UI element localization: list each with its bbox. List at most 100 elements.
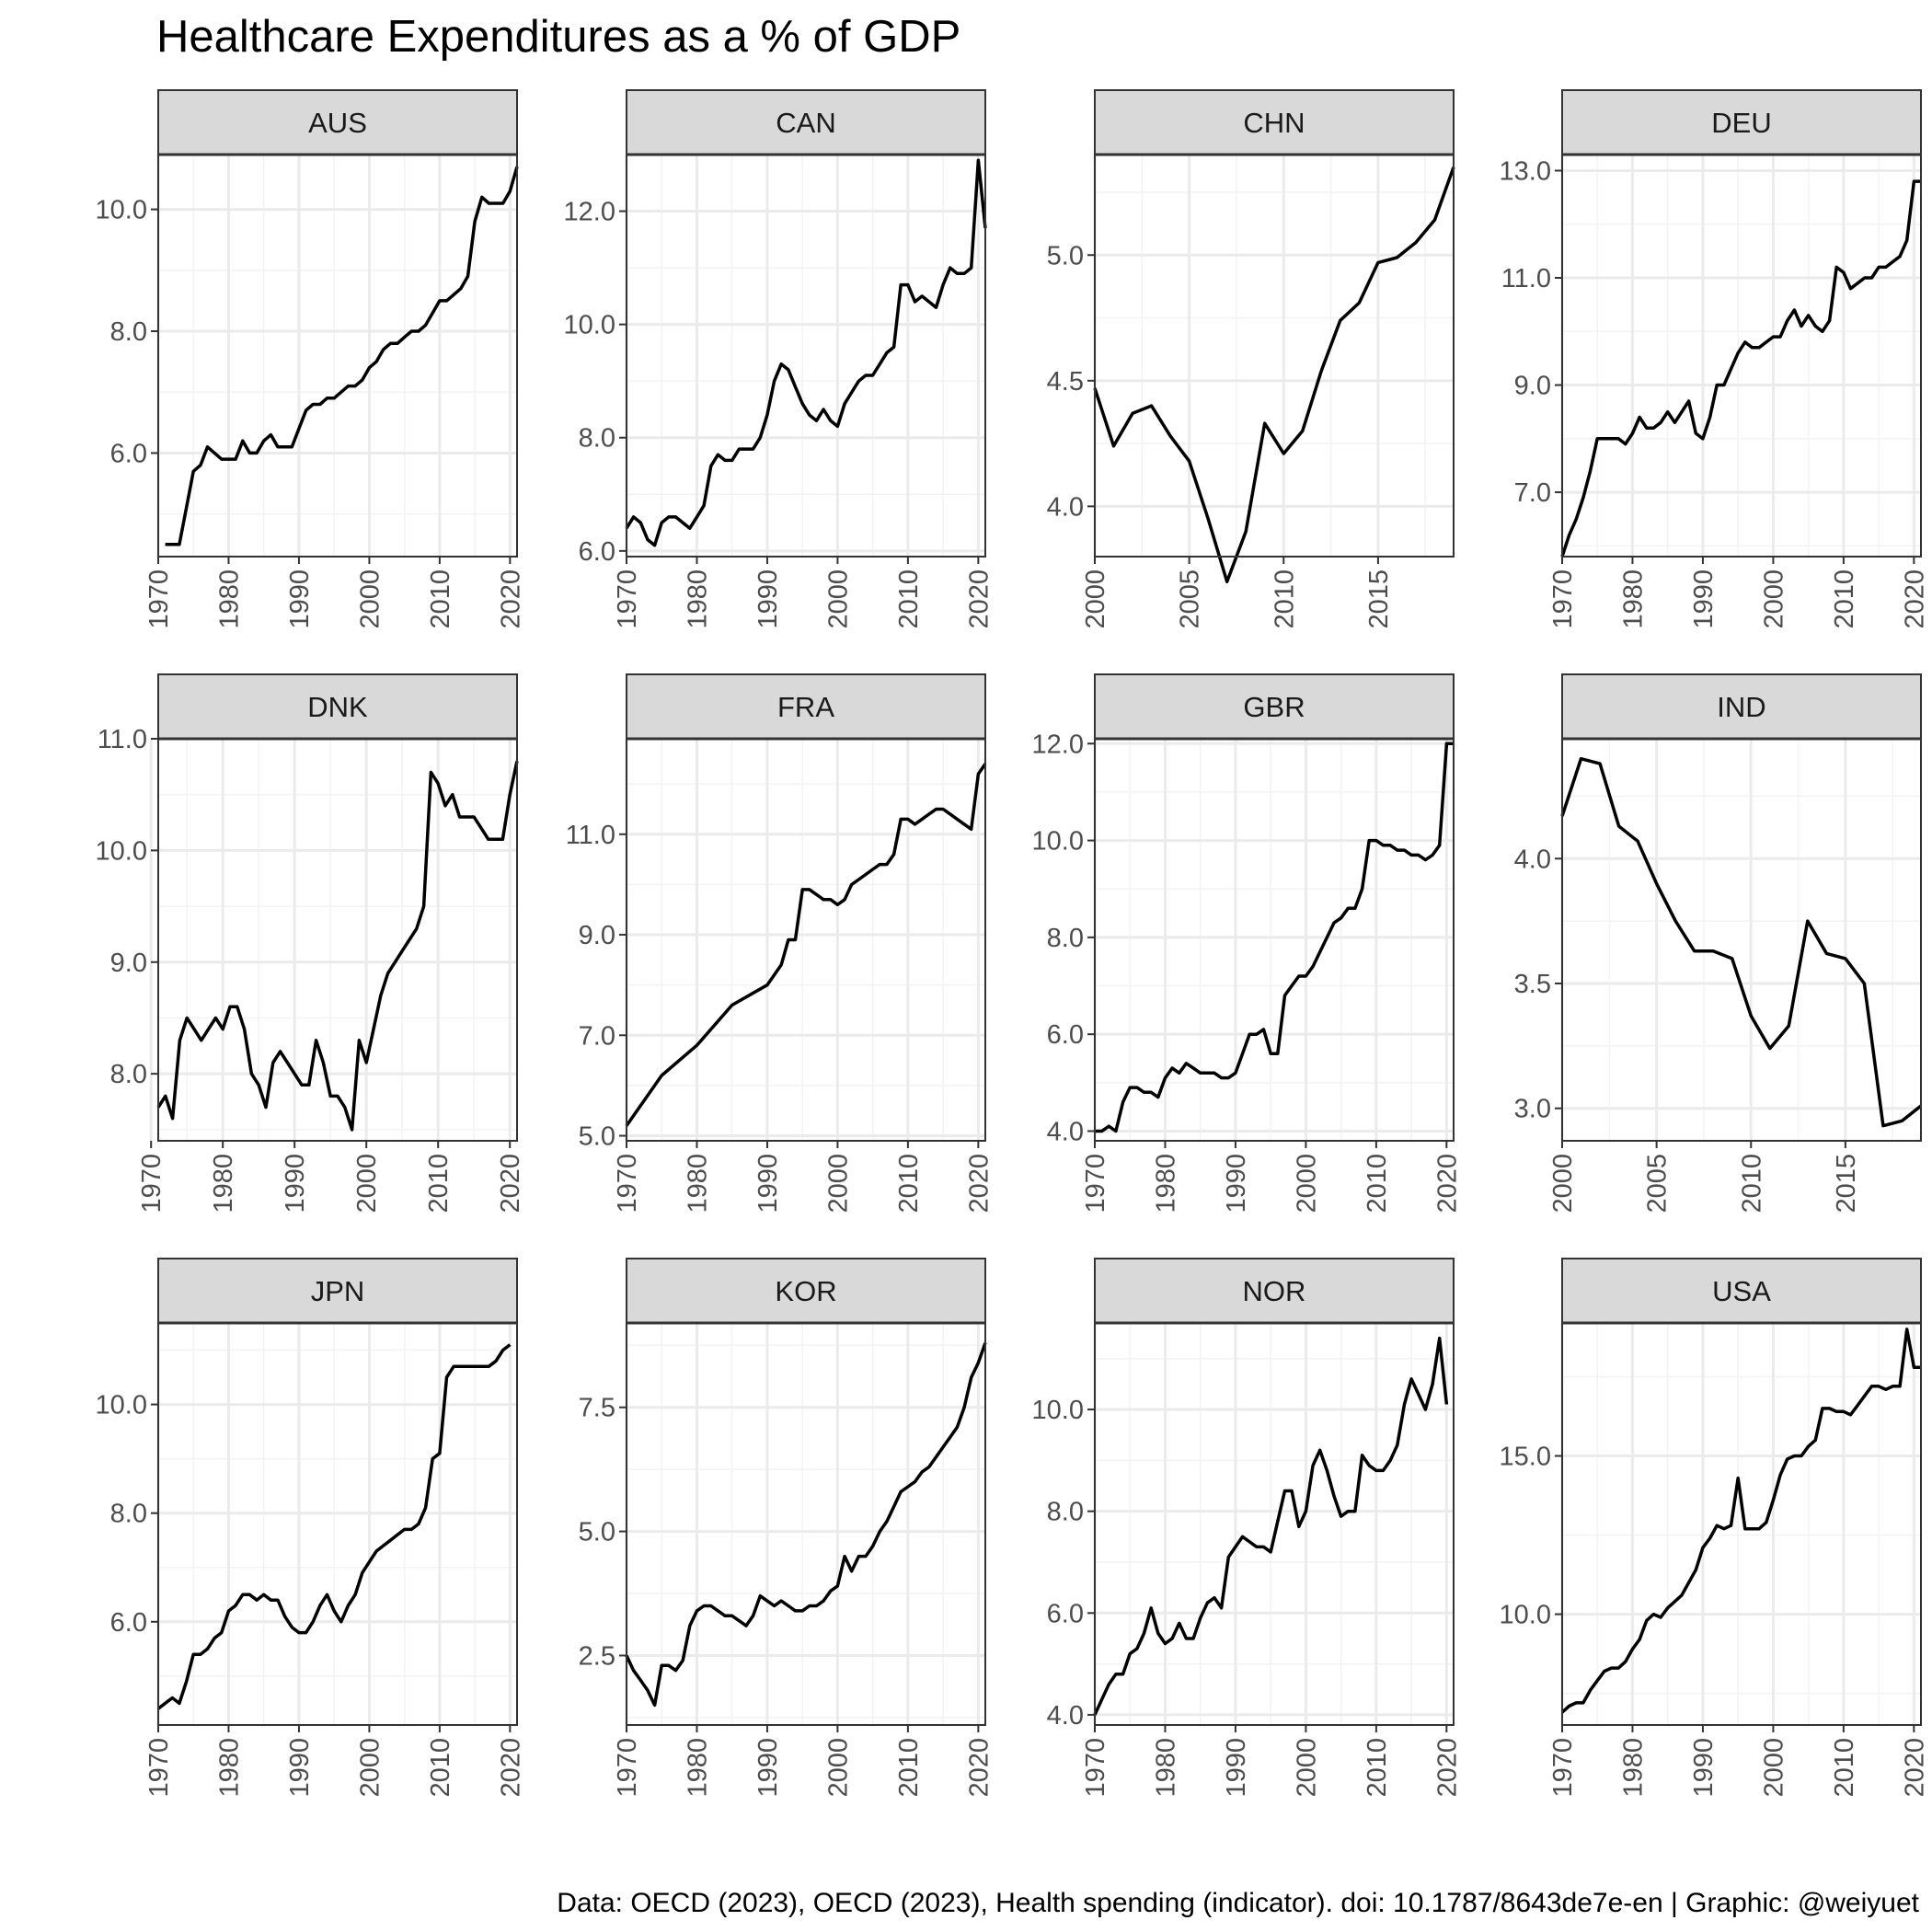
y-tick-label: 9.0 (110, 949, 147, 978)
series-line-gbr (1095, 742, 1454, 1133)
x-tick-label: 1990 (285, 1738, 315, 1798)
facet-can: CAN 6.0 8.0 10.0 12.0 1970 1980 1990 2000 2010 202… (564, 89, 994, 629)
facet-deu: DEU 7.0 9.0 11.0 13.0 1970 1980 1990 2000 2010 202… (1500, 89, 1929, 629)
y-tick-label: 6.0 (1047, 1599, 1084, 1628)
x-tick-label: 1970 (1081, 1154, 1110, 1213)
x-tick-label: 1970 (613, 1154, 642, 1213)
y-tick-label: 10.0 (96, 1391, 147, 1420)
y-tick-label: 12.0 (1032, 730, 1084, 759)
y-tick-label: 6.0 (579, 537, 615, 567)
facet-label-chn: CHN (1243, 107, 1305, 139)
facet-strip (1561, 89, 1922, 155)
x-tick-label: 2015 (1832, 1154, 1861, 1213)
x-tick-label: 1980 (215, 1738, 245, 1798)
y-tick-label: 10.0 (1032, 827, 1084, 857)
x-tick-label: 2000 (1292, 1738, 1321, 1798)
x-tick-label: 2020 (964, 1154, 994, 1213)
x-tick-label: 2010 (1830, 569, 1859, 629)
x-tick-label: 2000 (1081, 569, 1110, 629)
x-tick-label: 2005 (1176, 569, 1205, 629)
x-tick-label: 2010 (894, 1738, 924, 1798)
x-tick-label: 1980 (1152, 1154, 1181, 1213)
x-tick-label: 1990 (753, 569, 783, 629)
y-tick-label: 11.0 (566, 821, 615, 850)
facet-strip (1561, 1258, 1922, 1324)
x-tick-label: 1980 (1619, 1738, 1649, 1798)
x-tick-label: 2005 (1643, 1154, 1673, 1213)
facet-label-gbr: GBR (1243, 691, 1305, 723)
facet-gbr: GBR 4.0 6.0 8.0 10.0 12.0 1970 1980 1990 2000 2010… (1032, 673, 1462, 1213)
facet-strip (626, 1258, 986, 1324)
y-tick-label: 7.5 (579, 1394, 615, 1423)
facet-aus: AUS 6.0 8.0 10.0 1970 1980 1990 2000 2010 2020 (96, 89, 525, 629)
x-tick-label: 2000 (1759, 569, 1788, 629)
x-tick-label: 2010 (1830, 1738, 1859, 1798)
y-tick-label: 2.5 (579, 1641, 615, 1671)
facet-label-deu: DEU (1711, 107, 1771, 139)
facet-strip (157, 89, 518, 155)
x-tick-label: 2010 (894, 569, 924, 629)
facet-kor: KOR 2.5 5.0 7.5 1970 1980 1990 2000 2010 2020 (579, 1258, 994, 1798)
facet-jpn: JPN 6.0 8.0 10.0 1970 1980 1990 2000 2010 2020 (96, 1258, 525, 1798)
y-tick-label: 3.0 (1514, 1095, 1551, 1124)
facet-label-can: CAN (776, 107, 835, 139)
y-tick-label: 4.5 (1047, 367, 1084, 397)
x-tick-label: 2000 (355, 569, 385, 629)
panel-background (1095, 739, 1454, 1141)
x-tick-label: 1990 (285, 569, 315, 629)
y-tick-label: 8.0 (579, 424, 615, 454)
y-tick-label: 8.0 (110, 1500, 147, 1529)
y-tick-label: 4.0 (1047, 1701, 1084, 1731)
y-tick-label: 10.0 (564, 311, 615, 340)
y-tick-label: 5.0 (579, 1518, 615, 1547)
facet-label-ind: IND (1717, 691, 1765, 723)
series-line-kor (625, 1342, 987, 1708)
x-tick-label: 1990 (1689, 1738, 1719, 1798)
y-tick-label: 4.0 (1047, 1117, 1084, 1146)
y-tick-label: 3.5 (1514, 970, 1551, 999)
x-tick-label: 2000 (1548, 1154, 1578, 1213)
panel-background (1562, 1323, 1921, 1725)
y-tick-label: 10.0 (1032, 1396, 1084, 1425)
y-tick-label: 8.0 (1047, 1498, 1084, 1527)
y-tick-label: 5.0 (579, 1122, 615, 1152)
facet-strip (626, 89, 986, 155)
x-tick-label: 2020 (1432, 1154, 1462, 1213)
x-tick-label: 1990 (1222, 1154, 1251, 1213)
x-tick-label: 2020 (1432, 1738, 1462, 1798)
x-tick-label: 1990 (753, 1154, 783, 1213)
x-tick-label: 2000 (1292, 1154, 1321, 1213)
x-tick-label: 2015 (1364, 569, 1394, 629)
y-tick-label: 12.0 (564, 198, 615, 227)
facet-usa: USA 10.0 15.0 1970 1980 1990 2000 2010 2020 (1500, 1258, 1929, 1798)
y-tick-label: 5.0 (1047, 241, 1084, 270)
x-tick-label: 1990 (1689, 569, 1719, 629)
y-tick-label: 9.0 (1514, 372, 1551, 401)
y-tick-label: 13.0 (1500, 156, 1551, 186)
x-tick-label: 1970 (137, 1154, 167, 1213)
facet-ind: IND 3.0 3.5 4.0 2000 2005 2010 2015 (1514, 673, 1923, 1213)
facet-chn: CHN 4.0 4.5 5.0 2000 2005 2010 2015 (1047, 89, 1455, 629)
y-tick-label: 10.0 (96, 836, 147, 866)
series-line-fra (625, 763, 987, 1127)
facet-strip (157, 1258, 518, 1324)
facet-label-aus: AUS (308, 107, 367, 139)
y-tick-label: 11.0 (1501, 264, 1551, 293)
x-tick-label: 1980 (1619, 569, 1649, 629)
x-tick-label: 2010 (1363, 1154, 1392, 1213)
panel-background (1562, 155, 1921, 557)
x-tick-label: 2020 (1900, 1738, 1929, 1798)
x-tick-label: 2010 (426, 1738, 455, 1798)
x-tick-label: 1970 (1081, 1738, 1110, 1798)
facet-label-nor: NOR (1243, 1275, 1306, 1307)
facet-label-jpn: JPN (311, 1275, 365, 1307)
x-tick-label: 1980 (684, 569, 713, 629)
x-tick-label: 1980 (684, 1154, 713, 1213)
x-tick-label: 1970 (144, 1738, 174, 1798)
x-tick-label: 2020 (496, 1154, 525, 1213)
x-tick-label: 2000 (352, 1154, 382, 1213)
panel-background (158, 155, 517, 557)
y-tick-label: 4.0 (1047, 492, 1084, 522)
facet-strip (1094, 1258, 1455, 1324)
